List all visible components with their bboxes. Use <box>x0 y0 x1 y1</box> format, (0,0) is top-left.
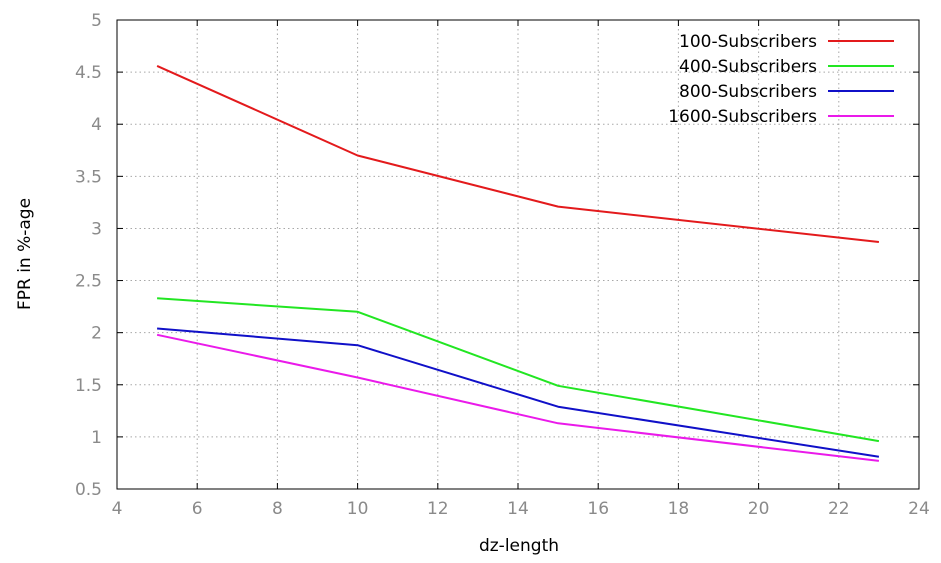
y-tick-label: 2 <box>91 324 102 344</box>
y-axis-label: FPR in %-age <box>15 198 35 310</box>
legend-label: 1600-Subscribers <box>668 107 817 127</box>
y-tick-label: 1.5 <box>75 376 102 396</box>
x-tick-label: 18 <box>668 499 690 519</box>
y-tick-label: 5 <box>91 11 102 31</box>
legend: 100-Subscribers 400-Subscribers 800-Subscr… <box>668 32 894 127</box>
y-tick-label: 2.5 <box>75 272 102 292</box>
legend-label: 100-Subscribers <box>679 32 817 52</box>
y-tick-label: 4.5 <box>75 63 102 83</box>
legend-label: 800-Subscribers <box>679 82 817 102</box>
x-tick-label: 20 <box>748 499 770 519</box>
y-tick-label: 3 <box>91 219 102 239</box>
x-tick-label: 16 <box>587 499 609 519</box>
x-tick-label: 24 <box>908 499 930 519</box>
grid <box>117 20 919 489</box>
x-tick-label: 10 <box>347 499 369 519</box>
y-tick-label: 0.5 <box>75 480 102 500</box>
legend-label: 400-Subscribers <box>679 57 817 77</box>
series-line-1600-Subscribers <box>156 333 880 462</box>
x-tick-label: 8 <box>272 499 283 519</box>
y-tick-label: 3.5 <box>75 167 102 187</box>
x-axis-label: dz-length <box>479 536 559 556</box>
y-tick-label: 4 <box>91 115 102 135</box>
series-line-400-Subscribers <box>157 297 880 443</box>
x-tick-label: 22 <box>828 499 850 519</box>
series-line-800-Subscribers <box>157 327 880 458</box>
series-lines <box>156 64 880 462</box>
series-line-100-Subscribers <box>156 64 880 243</box>
x-tick-label: 14 <box>507 499 529 519</box>
x-tick-label: 6 <box>192 499 203 519</box>
x-tick-label: 12 <box>427 499 449 519</box>
x-tick-label: 4 <box>112 499 123 519</box>
y-tick-label: 1 <box>91 428 102 448</box>
axis-ticks: 4 6 8 10 12 14 16 18 20 22 24 0.5 1 1.5 2 2.5 3 3.5 4 4.5 5 <box>75 11 930 519</box>
